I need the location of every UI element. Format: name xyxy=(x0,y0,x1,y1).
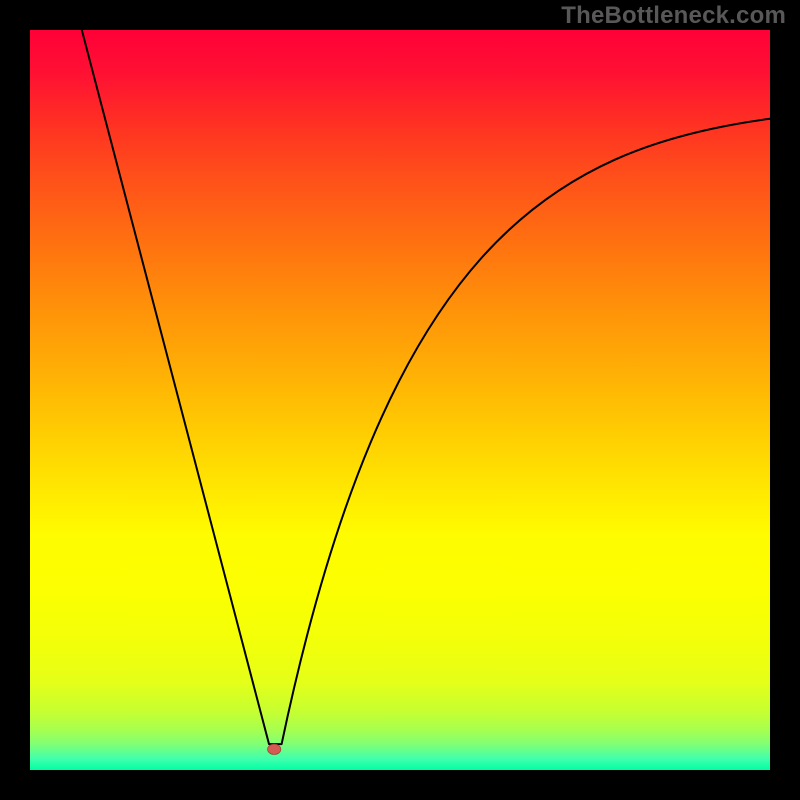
optimal-point-marker xyxy=(268,744,281,754)
chart-svg xyxy=(0,0,800,800)
chart-frame: TheBottleneck.com xyxy=(0,0,800,800)
gradient-background xyxy=(30,30,770,770)
